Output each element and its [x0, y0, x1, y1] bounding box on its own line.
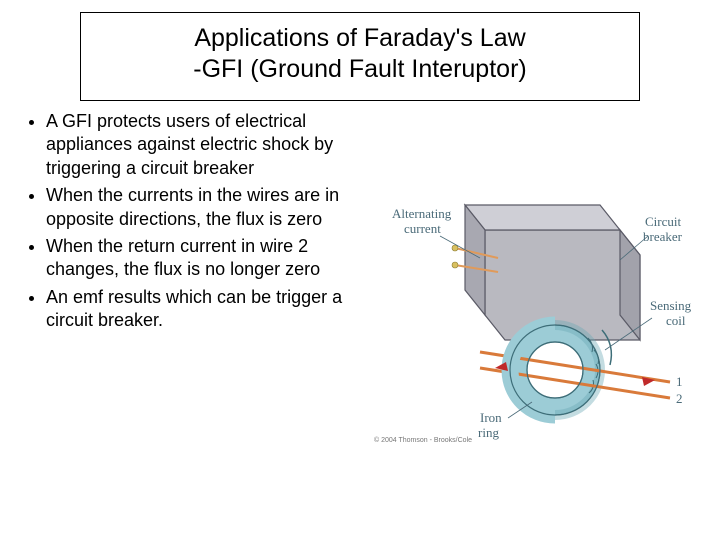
label-sensing-coil-2: coil: [666, 313, 686, 328]
bullet-list: A GFI protects users of electrical appli…: [24, 110, 364, 337]
label-wire-2: 2: [676, 391, 683, 406]
list-item: A GFI protects users of electrical appli…: [46, 110, 364, 180]
label-circuit-breaker-2: breaker: [643, 229, 683, 244]
list-item: An emf results which can be trigger a ci…: [46, 286, 364, 333]
label-alternating-current: Alternating: [392, 206, 452, 221]
title-line-2: -GFI (Ground Fault Interuptor): [101, 54, 619, 85]
list-item: When the return current in wire 2 change…: [46, 235, 364, 282]
list-item: When the currents in the wires are in op…: [46, 184, 364, 231]
label-circuit-breaker: Circuit: [645, 214, 681, 229]
label-sensing-coil: Sensing: [650, 298, 692, 313]
diagram-caption: © 2004 Thomson - Brooks/Cole: [374, 437, 472, 444]
gfi-diagram: Alternating current Circuit breaker Sens…: [370, 190, 700, 450]
label-alternating-current-2: current: [404, 221, 441, 236]
title-line-1: Applications of Faraday's Law: [101, 23, 619, 54]
title-box: Applications of Faraday's Law -GFI (Grou…: [80, 12, 640, 101]
label-iron-ring: Iron: [480, 410, 502, 425]
label-wire-1: 1: [676, 374, 683, 389]
label-iron-ring-2: ring: [478, 425, 499, 440]
